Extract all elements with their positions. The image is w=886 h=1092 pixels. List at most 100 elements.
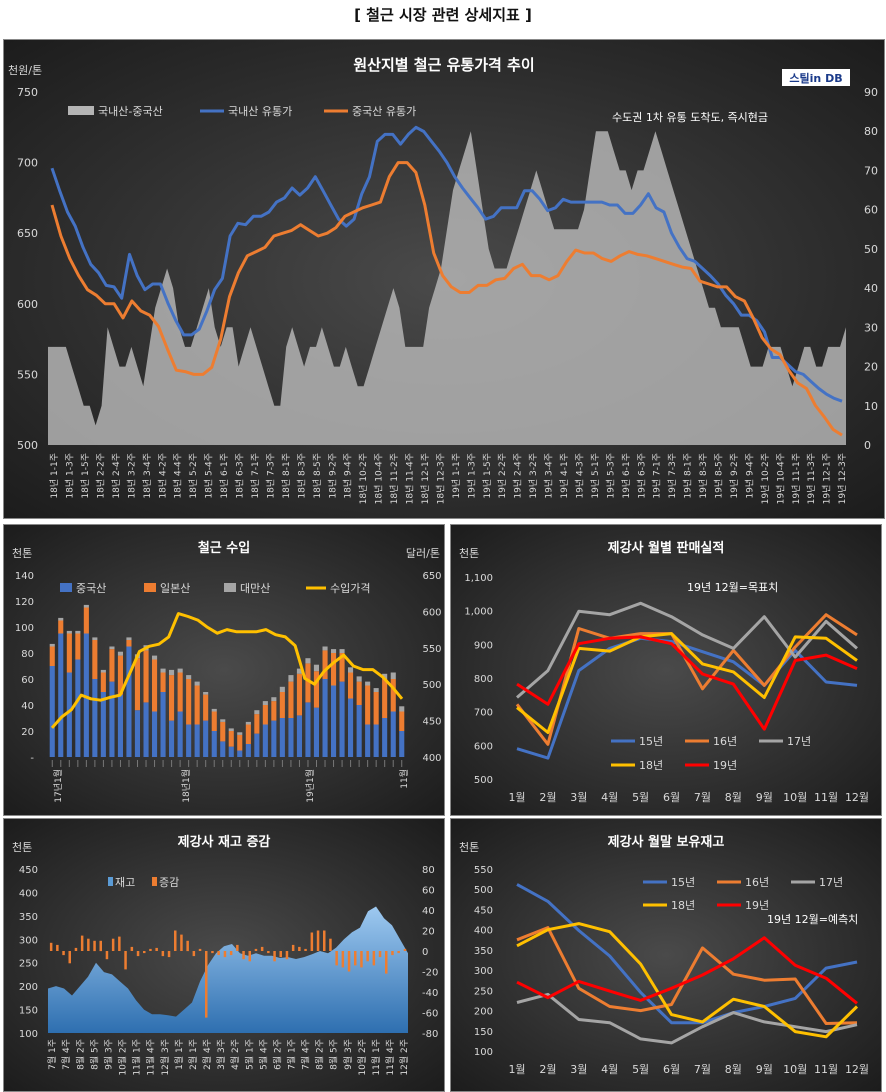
x-tick-label: 19년 2-2주 xyxy=(497,453,508,499)
y-tick-label: 400 xyxy=(474,926,493,937)
y-tick-label: 100 xyxy=(15,623,34,634)
change-bar xyxy=(205,951,208,1018)
stacked-bar-segment xyxy=(194,724,200,757)
x-tick-label: 9월 3주 xyxy=(342,1039,354,1070)
stacked-bar-segment xyxy=(390,711,396,757)
change-bar xyxy=(143,951,146,954)
stacked-bar-segment xyxy=(126,646,132,757)
x-tick-label: 19년 12-3주 xyxy=(837,453,848,504)
y2-tick-label: 30 xyxy=(864,321,878,334)
stacked-bar-segment xyxy=(186,724,192,757)
change-bar xyxy=(198,948,202,951)
stacked-bar-segment xyxy=(186,679,192,725)
x-tick-label: 18년 1-3주 xyxy=(65,453,76,499)
x-tick-label: 7월 1주 xyxy=(46,1039,58,1070)
stacked-bar-segment xyxy=(390,672,396,679)
legend-label: 재고 xyxy=(115,876,135,889)
change-bar xyxy=(267,951,270,954)
x-tick-label: 8월 2주 xyxy=(74,1039,86,1070)
x-tick-label: 10월 2주 xyxy=(117,1039,129,1076)
stacked-bar-segment xyxy=(382,679,388,718)
x-tick-label: 19년 9-2주 xyxy=(729,453,740,499)
stacked-bar-segment xyxy=(66,633,72,673)
x-tick-label: 19년 7-3주 xyxy=(667,453,678,499)
stacked-bar-segment xyxy=(220,721,226,742)
stacked-bar-segment xyxy=(177,711,183,757)
x-year-label: 18년1월 xyxy=(180,769,192,803)
chart-title: 제강사 재고 증감 xyxy=(178,834,271,850)
stacked-bar-segment xyxy=(177,672,183,712)
change-bar xyxy=(111,938,115,951)
stacked-bar-segment xyxy=(288,718,294,757)
stacked-bar-segment xyxy=(160,692,166,757)
area-series-domestic-minus-china xyxy=(48,131,846,445)
stacked-bar-segment xyxy=(109,646,115,650)
change-bar xyxy=(260,946,264,951)
change-bar xyxy=(124,951,127,970)
x-tick-label: 7월 xyxy=(694,791,711,804)
y-tick-label: 350 xyxy=(19,912,38,923)
stacked-bar-segment xyxy=(288,681,294,718)
change-bar xyxy=(341,951,345,968)
x-tick-label: 2월 xyxy=(539,1063,556,1076)
page-title: [ 철근 시장 관련 상세지표 ] xyxy=(354,6,532,24)
change-bar xyxy=(211,951,214,954)
x-tick-label: 5월 xyxy=(632,1063,649,1076)
change-bar xyxy=(298,946,301,951)
line-series xyxy=(516,635,858,731)
x-tick-label: 19년 6-3주 xyxy=(636,453,647,499)
line-series-import-price xyxy=(50,612,404,729)
x-tick-label: 8월 5주 xyxy=(88,1039,100,1070)
x-tick-label: 8월 5주 xyxy=(328,1039,340,1070)
stacked-bar-segment xyxy=(365,724,371,757)
x-tick-label: 12월 2주 xyxy=(398,1039,410,1076)
y2-tick-label: 600 xyxy=(422,607,441,618)
y2-tick-label: 90 xyxy=(864,86,878,99)
x-year-label: 11월 xyxy=(398,769,410,789)
stacked-bar-segment xyxy=(365,681,371,686)
chart-title: 제강사 월말 보유재고 xyxy=(608,834,725,850)
y-tick-label: 150 xyxy=(474,1027,493,1038)
stacked-bar-segment xyxy=(348,698,354,757)
change-bar xyxy=(279,951,282,958)
x-tick-label: 18년 9-4주 xyxy=(343,453,354,499)
line-series-china xyxy=(50,161,843,437)
stacked-bar-segment xyxy=(203,692,209,695)
x-tick-label: 19년 3-4주 xyxy=(544,453,555,499)
y2-tick-label: -60 xyxy=(422,1009,438,1020)
x-tick-label: 3월 3주 xyxy=(215,1039,227,1070)
stacked-bar-segment xyxy=(296,673,302,716)
y-tick-label: 40 xyxy=(21,701,34,712)
y2-axis-unit: 달러/톤 xyxy=(406,547,440,560)
x-tick-label: 18년 11-4주 xyxy=(405,453,416,504)
y-tick-label: 100 xyxy=(19,1029,38,1040)
y-axis-unit: 천톤 xyxy=(459,546,479,560)
stacked-bar-segment xyxy=(203,694,209,721)
stacked-bar-segment xyxy=(109,649,115,682)
change-bar xyxy=(87,938,90,951)
x-tick-label: 18년 6-1주 xyxy=(219,453,230,499)
y-tick-label: 120 xyxy=(15,597,34,608)
legend-swatch xyxy=(60,583,72,592)
y-tick-label: 550 xyxy=(17,368,38,381)
y2-tick-label: 80 xyxy=(864,125,878,138)
x-tick-label: 18년 9-2주 xyxy=(327,453,338,499)
x-tick-label: 2월 xyxy=(539,791,556,804)
change-bar xyxy=(254,948,258,951)
stacked-bar-segment xyxy=(390,679,396,712)
x-tick-label: 11월 1주 xyxy=(370,1039,382,1076)
y-axis-unit: 천톤 xyxy=(12,546,32,560)
stacked-bar-segment xyxy=(296,668,302,674)
change-bar xyxy=(105,951,109,960)
x-tick-label: 18년 7-3주 xyxy=(265,453,276,499)
chart-title: 원산지별 철근 유통가격 추이 xyxy=(353,56,534,74)
line-series xyxy=(516,632,858,734)
x-tick-label: 3월 xyxy=(570,791,587,804)
stacked-bar-segment xyxy=(49,646,55,666)
chart-note: 수도권 1차 유통 도착도, 즉시현금 xyxy=(612,111,768,124)
stacked-bar-segment xyxy=(49,643,55,647)
stacked-bar-segment xyxy=(279,718,285,757)
x-tick-label: 7월 xyxy=(694,1063,711,1076)
stacked-bar-segment xyxy=(228,731,234,747)
stacked-bar-segment xyxy=(279,692,285,718)
